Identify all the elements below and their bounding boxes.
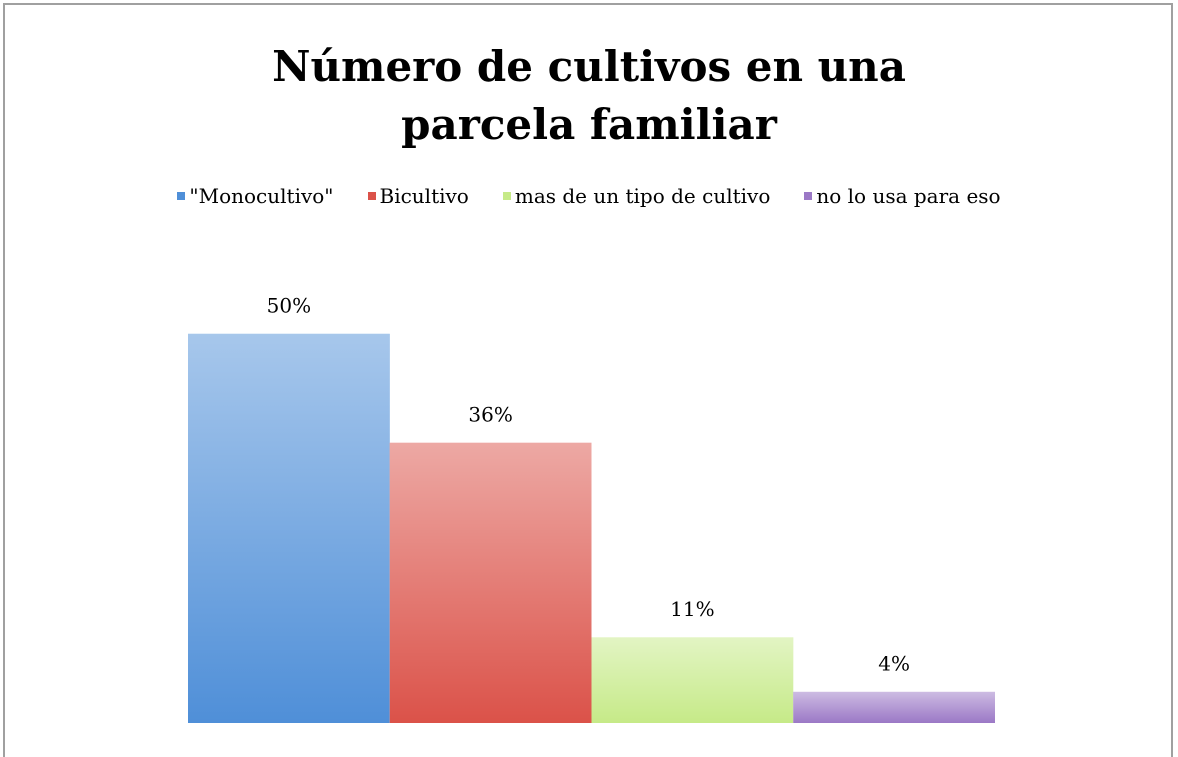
legend-swatch (502, 192, 511, 200)
bar-shine (591, 637, 794, 723)
legend-swatch (177, 192, 186, 200)
legend-label: Bicultivo (379, 184, 469, 208)
chart-title: Número de cultivos en una parcela famili… (272, 42, 906, 149)
data-label: 4% (878, 651, 910, 675)
bar-shine (793, 691, 995, 723)
data-label: 50% (267, 293, 311, 317)
legend-label: mas de un tipo de cultivo (514, 184, 771, 208)
bar-shine (188, 333, 390, 723)
legend-item: Bicultivo (367, 184, 469, 208)
chart-frame (3, 3, 1173, 757)
data-label: 11% (670, 597, 714, 621)
bar-shine (389, 442, 592, 723)
legend-swatch (804, 192, 813, 200)
legend-item: mas de un tipo de cultivo (502, 184, 771, 208)
title-box: Número de cultivos en una parcela famili… (0, 38, 1178, 154)
legend: "Monocultivo" Bicultivo mas de un tipo de … (0, 184, 1178, 208)
data-label: 36% (468, 402, 512, 426)
legend-item: no lo usa para eso (804, 184, 1001, 208)
legend-label: no lo usa para eso (816, 184, 1001, 208)
legend-item: "Monocultivo" (177, 184, 334, 208)
legend-swatch (367, 192, 376, 200)
legend-label: "Monocultivo" (189, 184, 334, 208)
